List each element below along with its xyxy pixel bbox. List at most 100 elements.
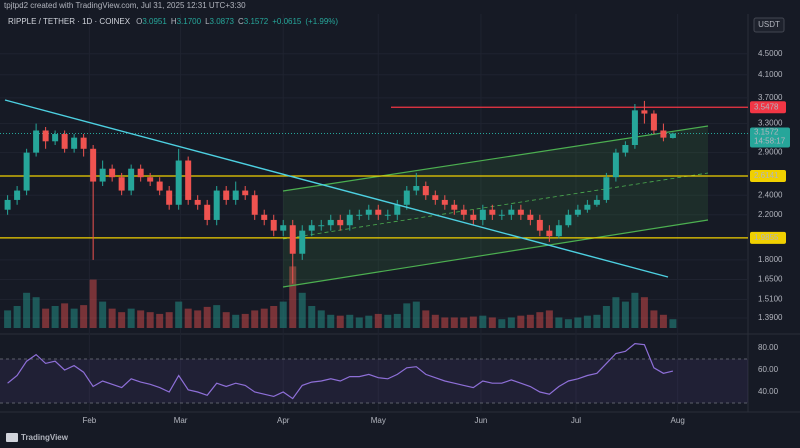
volume-bar [545,310,553,328]
body [356,214,363,216]
x-tick-label: Aug [671,416,685,425]
body [137,168,144,178]
quote-key: L [205,17,210,26]
y-tick-label: 2.4000 [758,190,783,199]
volume-bar [640,297,648,328]
body [42,130,49,142]
body [669,133,676,138]
body [299,230,306,254]
channel-fill [283,126,708,287]
y-tick-label: 1.6500 [758,275,783,284]
volume-bar [412,301,420,328]
volume-bar [536,312,544,328]
volume-bar [583,315,591,328]
body [460,209,467,215]
body [14,190,21,200]
rsi-line [7,342,674,400]
body [365,209,372,215]
y-tick-label: 2.2000 [758,210,783,219]
body [90,148,97,182]
volume-bar [498,319,506,328]
credit: tpjtpd2 created with TradingView.com, Ju… [4,1,246,10]
volume-bar [621,301,629,328]
volume-bar [479,315,487,328]
candles [4,100,676,284]
body [622,145,629,153]
quote-key: O [136,17,142,26]
volume-bar [517,315,525,328]
body [109,168,116,178]
volume-bar [156,313,164,328]
volume-bar [165,312,173,328]
body [584,204,591,210]
volume-bar [422,310,430,328]
price-label-box [750,169,786,182]
body [489,209,496,215]
quote-value: 3.1700 [177,17,202,26]
currency: USDT [758,20,780,29]
body [318,225,325,227]
body [403,190,410,205]
logo-icon [6,433,18,442]
volume-bar [241,313,249,328]
volume-bar [460,317,468,328]
y-tick-label: 1.3900 [758,313,783,322]
volume-bar [574,317,582,328]
body [527,214,534,220]
volume-bar [42,308,50,328]
y-tick-label: 1.8000 [758,255,783,264]
body [660,130,667,138]
volume-bar [346,314,354,328]
body [327,219,334,226]
quote-key: H [171,17,177,26]
symbol: RIPPLE / TETHER · 1D · COINEX [8,17,131,26]
volume-bar [203,306,211,328]
volume-bar [555,317,563,328]
price-label-box [750,101,786,114]
volume-bar [403,303,411,328]
y-tick-label: 3.7000 [758,93,783,102]
body [441,199,448,205]
volume-bar [431,314,439,328]
volume-bar [232,314,240,328]
quote-key: C [238,17,244,26]
volume-bar [650,310,658,328]
body [384,214,391,216]
body [242,190,249,196]
volume-bar [4,310,12,328]
volume-bar [298,292,306,328]
price-label: 3.5478 [754,102,779,111]
volume-bar [61,303,69,328]
volume-bar [488,317,496,328]
volume-bar [374,313,382,328]
body [194,199,201,205]
body [52,134,59,142]
volume-bar [175,301,183,328]
volume-bar [450,317,458,328]
body [128,168,135,191]
quote-line: RIPPLE / TETHER · 1D · COINEX O3.0951 H3.1… [8,17,338,26]
volume-bar [612,297,620,328]
volume-bar [279,301,287,328]
grid [0,14,748,412]
volume-bar [564,319,572,328]
rsi-tick-label: 60.00 [758,365,779,374]
body [337,219,344,226]
volume-bar [89,279,97,328]
volume-bar [659,314,667,328]
volume-bar [308,306,316,328]
body [232,190,239,200]
body [4,199,11,210]
body [280,225,287,231]
countdown: 14:58:17 [754,137,786,146]
body [650,113,657,131]
rsi-band-fill [0,359,748,404]
trendline [4,99,669,278]
body [641,110,648,114]
y-tick-label: 4.1000 [758,70,783,79]
body [185,160,192,200]
x-tick-label: Feb [82,416,96,425]
body [413,186,420,191]
body [603,177,610,200]
